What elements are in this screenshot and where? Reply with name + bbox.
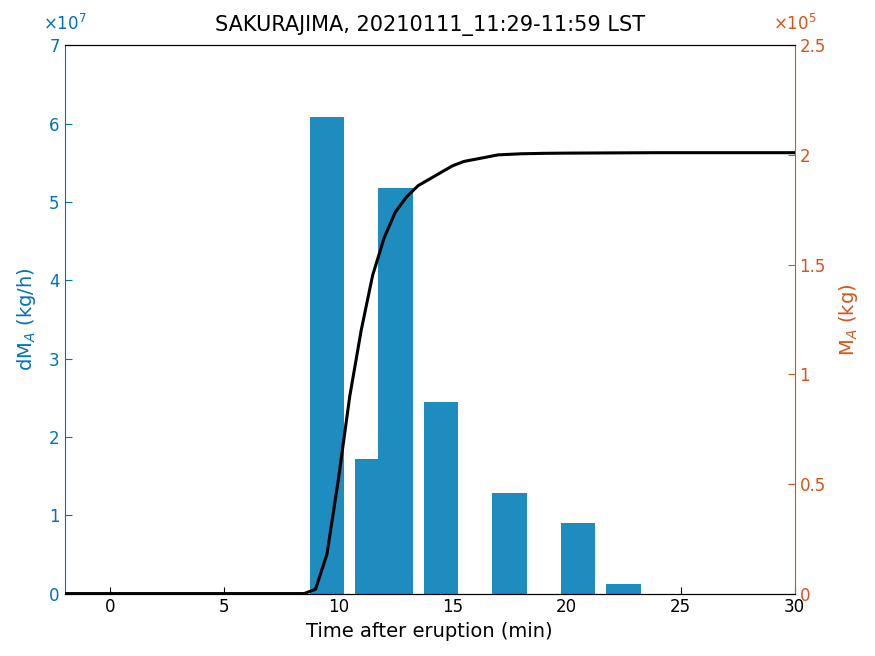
Bar xyxy=(310,117,344,594)
Bar xyxy=(561,523,595,594)
Bar xyxy=(606,584,640,594)
Bar xyxy=(493,493,527,594)
Bar xyxy=(424,401,458,594)
Bar xyxy=(378,188,412,594)
Y-axis label: dM$_A$ (kg/h): dM$_A$ (kg/h) xyxy=(15,268,38,371)
Title: SAKURAJIMA, 20210111_11:29-11:59 LST: SAKURAJIMA, 20210111_11:29-11:59 LST xyxy=(214,15,645,36)
Bar xyxy=(355,459,389,594)
Text: $\times10^7$: $\times10^7$ xyxy=(43,14,87,34)
Text: $\times10^5$: $\times10^5$ xyxy=(773,14,816,34)
X-axis label: Time after eruption (min): Time after eruption (min) xyxy=(306,622,553,641)
Y-axis label: M$_A$ (kg): M$_A$ (kg) xyxy=(837,283,860,356)
